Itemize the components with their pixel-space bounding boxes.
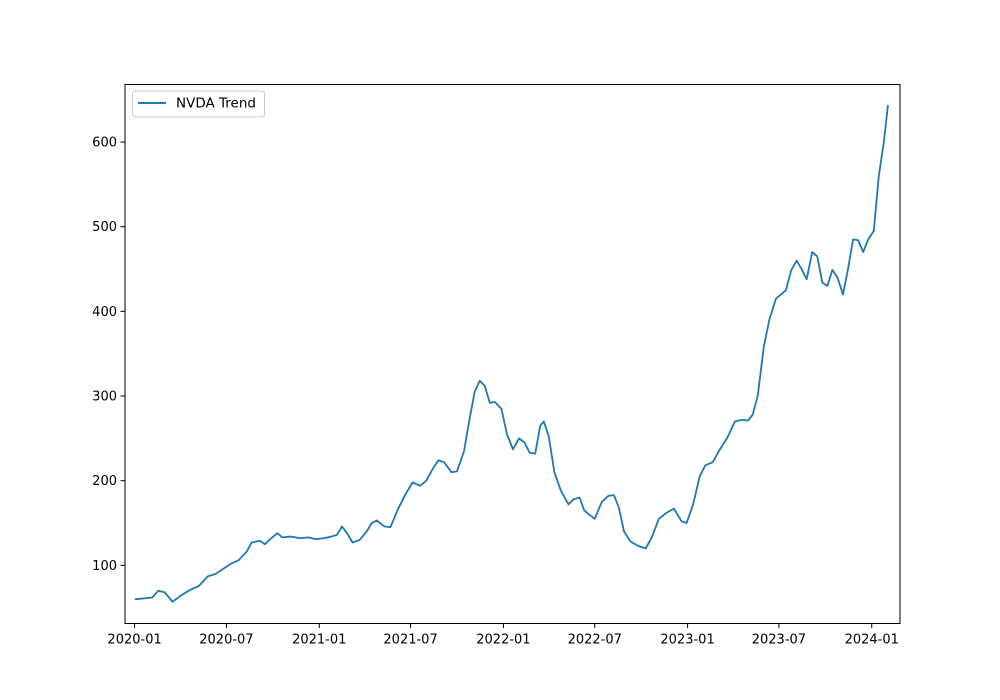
legend: NVDA Trend <box>132 90 265 118</box>
x-tick-label: 2021-01 <box>292 633 346 648</box>
x-tick-label: 2020-01 <box>107 633 161 648</box>
y-tick-label: 300 <box>92 390 117 405</box>
x-tick-label: 2022-07 <box>568 633 622 648</box>
x-tick-label: 2023-01 <box>660 633 714 648</box>
y-axis: 100 200 300 400 500 600 <box>92 136 125 574</box>
series-layer <box>134 104 889 603</box>
legend-box <box>132 90 265 118</box>
x-tick-label: 2020-07 <box>199 633 253 648</box>
x-tick-label: 2022-01 <box>476 633 530 648</box>
x-tick-label: 2023-07 <box>752 633 806 648</box>
plot-frame <box>124 84 901 624</box>
y-tick-label: 600 <box>92 136 117 151</box>
x-tick-label: 2024-01 <box>845 633 899 648</box>
y-tick-label: 200 <box>92 474 117 489</box>
y-tick-label: 100 <box>92 559 117 574</box>
y-tick-label: 500 <box>92 220 117 235</box>
series-line-nvda-trend <box>134 104 889 603</box>
plot-area <box>125 84 900 624</box>
x-axis: 2020-01 2020-07 2021-01 2021-07 2022-01 2022-… <box>107 623 899 648</box>
y-tick-label: 400 <box>92 305 117 320</box>
legend-label-nvda-trend: NVDA Trend <box>176 96 256 112</box>
x-tick-label: 2021-07 <box>383 633 437 648</box>
